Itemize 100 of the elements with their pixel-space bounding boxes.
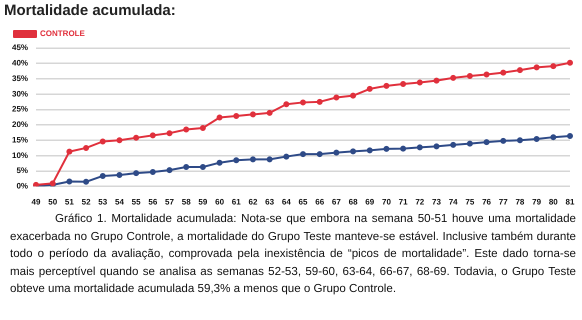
point (400, 146, 406, 152)
y-tick-label: 0% (16, 182, 28, 191)
y-tick-label: 30% (12, 89, 28, 98)
point (116, 137, 122, 144)
point (133, 134, 140, 141)
text: Gráfico 1. Mortalidade acumulada: Nota-se que embora na semana 50-51 houve uma mortalidade exacerbada no Grupo Controle, a mortalidade do Grupo Teste manteve-se estável. Inclusive também durante todo o período da avaliação, comprovada pela inexistência de “picos de mortalidade”. Este dado torna-se mais perceptível quando se analisa as semanas 52-53, 59-60, 63-64, 66-67, 68-69. Todavia, o Grupo Teste obteve uma mortalidade acumulada 59,3% a menos que o Grupo Controle. (9, 211, 577, 297)
y-tick-label: 20% (12, 120, 28, 130)
x-tick-label: 60 (215, 197, 225, 206)
point (166, 130, 173, 136)
x-tick-label: 78 (515, 197, 525, 206)
x-tick-label: 52 (82, 197, 92, 206)
point (83, 144, 90, 151)
point (450, 142, 456, 148)
x-tick-label: 54 (114, 197, 124, 206)
point (416, 79, 423, 86)
point (216, 114, 223, 121)
x-tick-label: 70 (382, 197, 392, 206)
point (283, 101, 290, 108)
point (100, 138, 106, 144)
point (550, 63, 556, 70)
y-tick-label: 25% (12, 104, 28, 114)
point (83, 178, 90, 185)
point (116, 172, 122, 178)
point (534, 136, 540, 142)
point (316, 98, 323, 105)
legend-label: CONTROLE (40, 29, 86, 38)
y-tick-label: 5% (16, 166, 28, 176)
y-tick-label: 45% (12, 43, 28, 52)
point (100, 172, 106, 179)
x-tick-label: 55 (132, 197, 142, 206)
point (316, 151, 323, 158)
y-tick-label: 10% (12, 150, 28, 160)
point (366, 147, 373, 154)
x-tick-label: 51 (64, 197, 74, 206)
x-tick-label: 74 (448, 197, 458, 206)
point (266, 110, 273, 116)
point (383, 146, 390, 152)
point (400, 80, 406, 87)
point (300, 99, 306, 106)
point (66, 178, 72, 184)
point (534, 64, 540, 70)
point (450, 74, 456, 81)
point (434, 143, 440, 150)
point (383, 82, 390, 89)
x-tick-label: 72 (415, 197, 425, 206)
point (550, 134, 556, 140)
point (150, 132, 156, 138)
point (183, 126, 190, 132)
point (150, 168, 156, 175)
point (283, 154, 290, 160)
point (250, 111, 256, 118)
point (333, 94, 340, 101)
point (66, 148, 72, 155)
point (233, 112, 240, 119)
x-tick-label: 64 (282, 197, 292, 206)
y-tick-label: 35% (12, 74, 28, 83)
point (484, 71, 490, 78)
x-tick-label: 79 (532, 197, 542, 206)
point (500, 70, 506, 76)
point (266, 156, 273, 162)
x-tick-label: 66 (315, 197, 325, 206)
x-tick-label: 65 (298, 197, 308, 206)
point (500, 138, 506, 144)
y-tick-label: 15% (12, 135, 28, 144)
x-tick-label: 68 (348, 197, 358, 206)
y-tick-label: 40% (12, 58, 28, 68)
point (434, 78, 440, 84)
point (200, 164, 206, 170)
x-tick-label: 56 (148, 197, 158, 206)
x-tick-label: 80 (548, 197, 558, 206)
x-tick-label: 53 (98, 197, 108, 206)
x-tick-label: 67 (332, 197, 342, 206)
point (516, 67, 523, 74)
point (466, 140, 473, 147)
x-tick-label: 62 (248, 197, 258, 206)
point (350, 92, 356, 99)
point (250, 156, 256, 162)
point (484, 139, 490, 146)
x-tick-label: 59 (198, 197, 208, 206)
x-tick-label: 49 (32, 197, 42, 206)
x-tick-label: 73 (432, 197, 442, 206)
x-tick-label: 75 (465, 197, 475, 206)
x-tick-label: 58 (182, 197, 192, 206)
point (133, 170, 140, 176)
x-tick-label: 81 (566, 197, 575, 206)
point (416, 144, 423, 150)
x-tick-label: 71 (398, 197, 408, 206)
point (183, 164, 190, 170)
point (567, 60, 573, 66)
x-tick-label: 63 (265, 197, 275, 206)
point (350, 148, 356, 154)
x-tick-label: 57 (165, 197, 175, 206)
point (466, 72, 473, 79)
point (333, 150, 340, 156)
x-tick-label: 77 (498, 197, 508, 206)
point (200, 124, 206, 131)
point (366, 86, 373, 92)
point (166, 167, 173, 174)
point (516, 137, 523, 144)
x-tick-label: 61 (232, 197, 242, 206)
